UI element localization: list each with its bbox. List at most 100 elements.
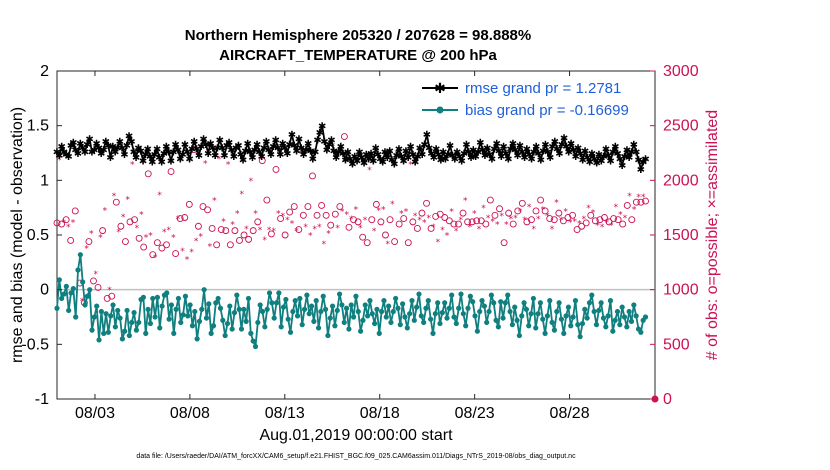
bias-point	[568, 323, 574, 329]
bias-point	[171, 330, 177, 336]
rmse-point: ✱	[167, 156, 175, 167]
rmse-point: ✱	[148, 158, 156, 169]
obs-possible-point	[600, 214, 608, 221]
rmse-point: ✱	[241, 147, 249, 158]
obs-possible-point	[359, 233, 367, 241]
obs-possible-point	[445, 217, 453, 225]
bias-point	[234, 292, 240, 298]
obs-possible-point	[67, 237, 75, 244]
rmse-point: ✱	[495, 147, 503, 158]
obs-assimilated-point: *	[500, 212, 505, 222]
bias-point	[136, 319, 142, 326]
obs-possible-point	[546, 215, 554, 223]
rmse-point: ✱	[378, 158, 386, 169]
bias-point	[271, 315, 277, 321]
obs-possible-point	[372, 200, 380, 208]
rmse-point: ✱	[255, 148, 263, 159]
bias-point	[472, 313, 478, 319]
bias-point	[229, 326, 235, 332]
bias-point	[479, 298, 485, 304]
rmse-point: ✱	[192, 144, 200, 155]
obs-possible-point	[418, 209, 426, 217]
bias-point	[238, 326, 245, 332]
bias-point	[255, 319, 261, 326]
rmse-point: ✱	[590, 154, 598, 165]
rmse-point: ✱	[451, 154, 459, 165]
obs-assimilated-point: *	[636, 193, 641, 203]
bias-point	[407, 311, 413, 317]
obs-assimilated-point: *	[107, 286, 112, 296]
legend-bias-label: bias grand pr = -0.16699	[465, 102, 629, 119]
obs-possible-point	[340, 133, 348, 141]
bias-point	[227, 303, 233, 309]
bias-point	[470, 299, 476, 305]
bias-point	[320, 293, 326, 299]
obs-assimilated-point: *	[116, 228, 121, 238]
obs-possible-point	[236, 237, 243, 244]
bias-point	[257, 302, 263, 308]
rmse-point: ✱	[569, 146, 577, 157]
bias-point	[537, 300, 544, 306]
bias-point	[495, 324, 501, 330]
obs-possible-point	[386, 216, 394, 224]
rmse-point: ✱	[392, 151, 400, 162]
rmse-point: ✱	[551, 137, 559, 148]
bias-point	[486, 308, 492, 315]
y-left-tick-label: 1.5	[27, 118, 49, 135]
obs-possible-point	[632, 198, 640, 206]
rmse-point: ✱	[388, 155, 396, 166]
bias-point	[467, 293, 473, 299]
rmse-point: ✱	[344, 148, 352, 159]
rmse-point: ✱	[406, 142, 414, 153]
rmse-point: ✱	[116, 137, 124, 148]
bias-point	[430, 330, 436, 336]
y-left-tick-label: 1	[40, 172, 49, 189]
bias-point	[449, 292, 455, 298]
bias-point	[372, 320, 378, 327]
bias-point	[182, 293, 189, 299]
bias-point	[409, 298, 415, 304]
bias-point	[122, 328, 128, 334]
obs-assimilated-point: *	[522, 216, 527, 226]
rmse-point: ✱	[260, 143, 268, 154]
bias-point	[290, 308, 296, 315]
obs-assimilated-point: *	[253, 210, 258, 220]
rmse-point: ✱	[106, 153, 114, 164]
rmse-point: ✱	[444, 150, 452, 161]
rmse-point: ✱	[88, 148, 96, 159]
bias-point	[355, 308, 361, 315]
rmse-point: ✱	[225, 138, 233, 149]
plot-area: ** * ***************** **** ******* *********…	[21, 63, 698, 422]
obs-possible-point	[167, 168, 175, 176]
rmse-point: ✱	[355, 148, 363, 159]
obs-possible-point	[582, 219, 590, 227]
rmse-point: ✱	[299, 150, 307, 161]
rmse-point: ✱	[290, 141, 298, 152]
obs-assimilated-point: *	[472, 210, 477, 220]
rmse-point: ✱	[283, 149, 291, 160]
rmse-point: ✱	[376, 154, 384, 165]
bias-point	[465, 305, 471, 311]
bias-point	[54, 305, 60, 311]
obs-assimilated-point: *	[153, 253, 158, 263]
obs-assimilated-point: *	[194, 237, 199, 247]
bias-point	[273, 300, 280, 306]
rmse-point: ✱	[488, 154, 496, 165]
bias-point	[297, 295, 303, 302]
bias-point	[63, 283, 69, 289]
rmse-point: ✱	[251, 146, 259, 157]
obs-assimilated-point: *	[176, 215, 181, 225]
bias-point	[61, 291, 67, 297]
bias-point	[304, 292, 310, 298]
bias-point	[477, 308, 483, 315]
bias-point	[383, 314, 389, 320]
bias-point	[579, 320, 586, 327]
obs-assimilated-point: *	[139, 211, 144, 221]
rmse-point: ✱	[232, 143, 240, 154]
obs-possible-point	[267, 230, 275, 238]
rmse-point: ✱	[278, 139, 286, 150]
obs-possible-point	[309, 172, 316, 180]
x-tick-label: 08/18	[360, 405, 400, 422]
bias-point	[603, 324, 609, 330]
obs-possible-point	[226, 241, 234, 249]
